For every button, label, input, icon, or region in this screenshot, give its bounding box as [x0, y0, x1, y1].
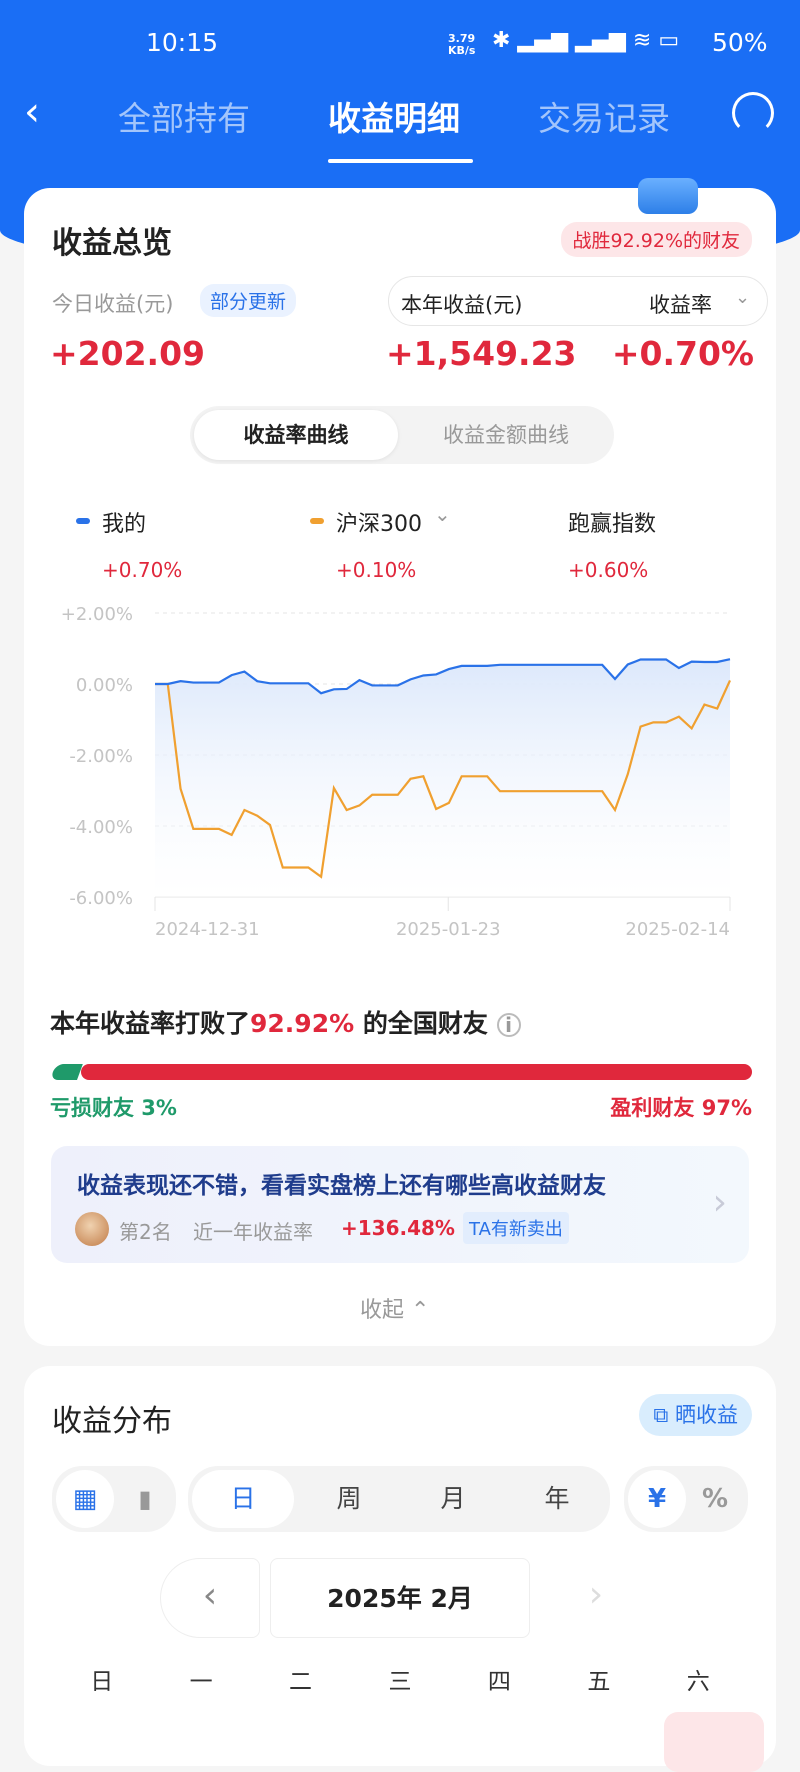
customer-service-icon[interactable]: [732, 92, 774, 134]
loss-segment: [50, 1064, 83, 1080]
share-icon: ⧉: [653, 1403, 669, 1427]
x-tick-label: 2025-02-14: [625, 919, 730, 940]
y-tick-label: -6.00%: [69, 888, 133, 909]
curve-toggle: 收益率曲线 收益金额曲线: [190, 406, 614, 464]
overview-title: 收益总览: [52, 226, 172, 261]
promo-title: 收益表现还不错，看看实盘榜上还有哪些高收益财友: [77, 1173, 606, 1199]
battery-percent: 50%: [712, 28, 768, 57]
profit-segment: [81, 1064, 752, 1080]
weekday-label: 四: [487, 1669, 511, 1695]
overview-card: 收益总览 战胜92.92%的财友 今日收益(元) 部分更新 本年收益(元) 收益…: [24, 178, 776, 1346]
unit-yuan[interactable]: ¥: [628, 1470, 686, 1528]
leaderboard-promo[interactable]: 收益表现还不错，看看实盘榜上还有哪些高收益财友 第2名 近一年收益率 +136.…: [51, 1146, 749, 1263]
beat-badge: 战胜92.92%的财友: [560, 222, 752, 257]
distribution-title: 收益分布: [52, 1404, 172, 1439]
profit-loss-bar: [50, 1064, 752, 1080]
distribution-card: 收益分布 ⧉ 晒收益 ▦ ▮ 日 周 月 年 ¥ % ‹ 2025年 2月 › …: [24, 1366, 776, 1772]
y-tick-label: +2.00%: [61, 604, 133, 625]
rank-suffix: 的全国财友: [362, 1009, 488, 1038]
loss-label: 亏损财友 3%: [50, 1096, 177, 1120]
back-button[interactable]: ‹: [24, 89, 40, 135]
net-speed: 3.79 KB/s: [448, 32, 476, 57]
chevron-right-icon: ›: [712, 1182, 727, 1223]
info-icon[interactable]: i: [496, 1013, 521, 1037]
year-selector[interactable]: 本年收益(元) 收益率 ⌄: [388, 276, 768, 326]
next-month-button[interactable]: ›: [588, 1574, 604, 1615]
x-tick-label: 2025-01-23: [396, 919, 501, 940]
rate-selector[interactable]: 收益率: [649, 293, 712, 317]
today-label: 今日收益(元): [52, 292, 174, 316]
rank-percent: 92.92%: [250, 1009, 355, 1038]
current-month[interactable]: 2025年 2月: [270, 1558, 530, 1638]
legend-index-value: +0.10%: [336, 558, 417, 582]
legend-marker-mine: [76, 518, 90, 524]
weekday-label: 一: [189, 1669, 213, 1695]
series-line-index: [155, 679, 732, 879]
legend-outperform-value: +0.60%: [568, 558, 649, 582]
mascot-illustration: [638, 178, 698, 214]
legend-mine: 我的: [102, 512, 147, 537]
promo-tag: TA有新卖出: [463, 1212, 569, 1244]
weekday-label: 日: [90, 1669, 114, 1695]
promo-metric-label: 近一年收益率: [193, 1220, 313, 1244]
period-month[interactable]: 月: [440, 1484, 466, 1513]
avatar: [75, 1212, 109, 1246]
tab-trade-records[interactable]: 交易记录: [538, 99, 670, 138]
legend-outperform: 跑赢指数: [568, 512, 657, 537]
rank-prefix: 本年收益率打败了: [50, 1009, 251, 1038]
today-value: +202.09: [50, 334, 205, 373]
unit-percent[interactable]: %: [701, 1484, 729, 1514]
period-day[interactable]: 日: [192, 1470, 294, 1528]
tab-profit-detail[interactable]: 收益明细: [328, 99, 460, 138]
period-week[interactable]: 周: [336, 1484, 362, 1513]
weekday-label: 五: [587, 1669, 611, 1695]
calendar-day-cell[interactable]: [664, 1712, 764, 1772]
promo-metric-value: +136.48%: [341, 1216, 455, 1240]
share-profit-button[interactable]: ⧉ 晒收益: [639, 1394, 752, 1436]
profit-rate-chart: +2.00% 0.00% -2.00% -4.00% -6.00% 2024-12-31 2…: [61, 604, 732, 940]
legend-marker-index: [310, 518, 324, 524]
collapse-label: 收起: [360, 1298, 405, 1323]
legend-index[interactable]: 沪深300: [336, 512, 422, 537]
view-toggle: ▦ ▮: [52, 1466, 176, 1532]
weekday-label: 二: [289, 1669, 313, 1695]
legend-mine-value: +0.70%: [102, 558, 183, 582]
partial-update-badge: 部分更新: [200, 284, 297, 317]
tab-all-holdings[interactable]: 全部持有: [118, 99, 250, 138]
status-icons: ✱ ▂▄▆ ▂▄▆ ≋ ▭: [492, 28, 680, 53]
rate-value: +0.70%: [611, 334, 754, 373]
weekday-label: 三: [388, 1669, 412, 1695]
y-tick-label: -2.00%: [69, 746, 133, 767]
series-line-mine: [155, 658, 731, 695]
promo-rank: 第2名: [119, 1220, 172, 1244]
period-year[interactable]: 年: [544, 1484, 570, 1513]
bar-chart-icon[interactable]: ▮: [138, 1485, 152, 1513]
period-toggle: 日 周 月 年: [188, 1466, 610, 1532]
year-label: 本年收益(元): [401, 293, 523, 317]
year-value: +1,549.23: [386, 334, 577, 373]
chevron-down-icon: ⌄: [735, 287, 751, 308]
chevron-up-icon: ⌃: [411, 1298, 430, 1323]
calendar-icon[interactable]: ▦: [56, 1470, 114, 1528]
profit-label: 盈利财友 97%: [610, 1096, 752, 1120]
series-area-mine: [155, 659, 730, 897]
tab-amount-curve[interactable]: 收益金额曲线: [443, 423, 569, 447]
rank-heading: 本年收益率打败了92.92% 的全国财友 i: [50, 1004, 521, 1040]
prev-month-button[interactable]: ‹: [160, 1558, 260, 1638]
y-tick-label: 0.00%: [76, 675, 133, 696]
active-tab-indicator: [328, 159, 473, 163]
x-tick-label: 2024-12-31: [155, 919, 260, 940]
share-label: 晒收益: [675, 1403, 738, 1427]
collapse-button[interactable]: 收起 ⌃: [360, 1292, 429, 1324]
tab-rate-curve[interactable]: 收益率曲线: [194, 410, 398, 460]
unit-toggle: ¥ %: [624, 1466, 748, 1532]
chevron-down-icon[interactable]: ⌄: [434, 502, 451, 526]
status-time: 10:15: [146, 28, 219, 57]
weekday-header: 日一二三四五六: [52, 1662, 748, 1696]
weekday-label: 六: [686, 1669, 710, 1695]
y-tick-label: -4.00%: [69, 817, 133, 838]
